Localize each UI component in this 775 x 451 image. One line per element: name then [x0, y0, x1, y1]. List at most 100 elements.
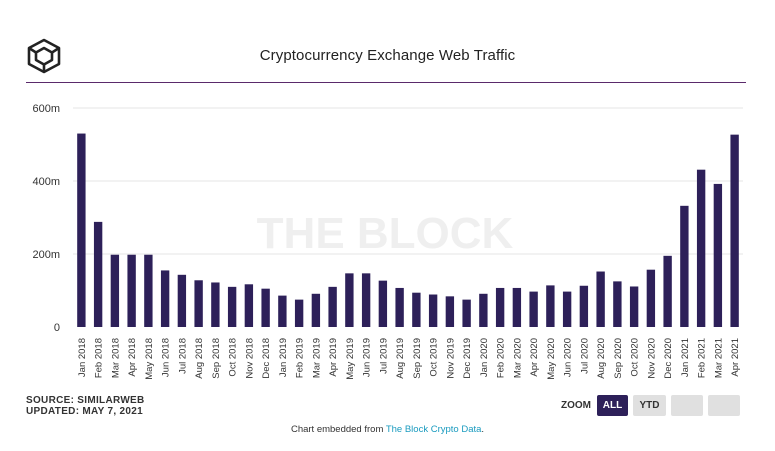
bar-dec-2020[interactable] — [663, 255, 672, 327]
x-tick-label: May 2018 — [144, 338, 155, 380]
bar-aug-2020[interactable] — [596, 271, 605, 327]
bar-may-2020[interactable] — [546, 285, 555, 327]
bar-nov-2019[interactable] — [445, 296, 455, 327]
embed-suffix: . — [481, 424, 485, 435]
bar-apr-2021[interactable] — [730, 134, 739, 327]
x-tick-label: Dec 2018 — [261, 338, 272, 379]
x-tick-label: Jun 2020 — [563, 338, 574, 377]
x-tick-label: Feb 2020 — [496, 338, 507, 378]
bar-chart: THE BLOCK 0 200m 400m 600m Jan 2018 Feb 2018… — [32, 103, 743, 380]
x-tick-label: Feb 2018 — [94, 338, 105, 378]
bar-jul-2018[interactable] — [177, 274, 187, 327]
x-tick-label: Mar 2020 — [512, 338, 523, 378]
x-tick-label: May 2019 — [345, 338, 356, 380]
bar-oct-2019[interactable] — [428, 294, 438, 327]
bar-sep-2018[interactable] — [211, 282, 220, 327]
watermark: THE BLOCK — [257, 209, 514, 258]
x-tick-label: Jul 2018 — [177, 338, 188, 374]
x-tick-label: Jun 2018 — [161, 338, 172, 377]
x-tick-label: Feb 2021 — [697, 338, 708, 378]
x-tick-label: Jul 2020 — [579, 338, 590, 374]
zoom-all-button[interactable]: ALL — [597, 395, 628, 416]
bar-may-2018[interactable] — [144, 254, 153, 327]
x-tick-label: May 2020 — [546, 338, 557, 380]
bar-apr-2018[interactable] — [127, 254, 136, 327]
bar-jan-2018[interactable] — [77, 133, 86, 327]
x-tick-label: Apr 2021 — [730, 338, 741, 377]
bar-mar-2018[interactable] — [110, 254, 120, 327]
bar-nov-2020[interactable] — [646, 269, 656, 327]
title-divider — [26, 82, 746, 83]
bar-mar-2019[interactable] — [311, 293, 321, 327]
zoom-label: ZOOM — [561, 400, 591, 411]
bar-apr-2020[interactable] — [529, 291, 538, 327]
zoom-ytd-button[interactable]: YTD — [633, 395, 666, 416]
bar-nov-2018[interactable] — [244, 284, 254, 327]
x-tick-label: Sep 2020 — [613, 338, 624, 379]
zoom-range-button-1[interactable] — [671, 395, 703, 416]
x-tick-label: Feb 2019 — [295, 338, 306, 378]
x-tick-label: Aug 2018 — [194, 338, 205, 379]
embed-note: Chart embedded from The Block Crypto Dat… — [0, 424, 775, 435]
x-tick-label: Mar 2021 — [713, 338, 724, 378]
bar-jan-2021[interactable] — [680, 205, 689, 327]
bar-feb-2020[interactable] — [495, 287, 505, 327]
bar-feb-2019[interactable] — [294, 299, 304, 327]
bar-feb-2018[interactable] — [93, 221, 103, 327]
bar-dec-2018[interactable] — [261, 288, 270, 327]
bar-jan-2019[interactable] — [278, 295, 287, 327]
x-tick-label: Jan 2018 — [77, 338, 88, 377]
x-tick-label: Mar 2019 — [311, 338, 322, 378]
updated-text: UPDATED: MAY 7, 2021 — [26, 406, 143, 417]
bar-sep-2020[interactable] — [613, 281, 622, 327]
embed-prefix: Chart embedded from — [290, 424, 386, 435]
source-note: SOURCE: SIMILARWEB UPDATED: MAY 7, 2021 — [26, 395, 145, 417]
x-tick-label: Sep 2019 — [412, 338, 423, 379]
x-tick-label: Apr 2020 — [529, 338, 540, 377]
bar-jul-2020[interactable] — [579, 285, 589, 327]
y-tick-label: 0 — [54, 322, 60, 334]
x-tick-label: Oct 2019 — [429, 338, 440, 377]
embed-link[interactable]: The Block Crypto Data — [385, 424, 482, 435]
x-tick-label: Jan 2019 — [278, 338, 289, 377]
bar-mar-2021[interactable] — [713, 183, 723, 327]
zoom-range-button-2[interactable] — [708, 395, 740, 416]
y-tick-label: 200m — [32, 249, 60, 261]
x-tick-label: Sep 2018 — [211, 338, 222, 379]
bar-may-2019[interactable] — [345, 273, 354, 327]
x-tick-label: Nov 2020 — [646, 338, 657, 379]
x-tick-label: Jul 2019 — [378, 338, 389, 374]
bar-jul-2019[interactable] — [378, 280, 388, 327]
x-tick-label: Oct 2020 — [630, 338, 641, 377]
bar-sep-2019[interactable] — [412, 292, 421, 327]
x-tick-label: Nov 2019 — [445, 338, 456, 379]
x-tick-label: Jan 2021 — [680, 338, 691, 377]
x-tick-label: Dec 2019 — [462, 338, 473, 379]
x-tick-label: Jan 2020 — [479, 338, 490, 377]
bar-apr-2019[interactable] — [328, 286, 337, 327]
x-tick-label: Aug 2020 — [596, 338, 607, 379]
bar-oct-2020[interactable] — [629, 286, 639, 327]
x-tick-label: Aug 2019 — [395, 338, 406, 379]
source-text: SOURCE: SIMILARWEB — [26, 395, 145, 406]
y-tick-label: 400m — [32, 176, 60, 188]
bar-feb-2021[interactable] — [696, 169, 706, 327]
bar-mar-2020[interactable] — [512, 287, 522, 327]
x-tick-label: Dec 2020 — [663, 338, 674, 379]
x-tick-label: Apr 2018 — [127, 338, 138, 377]
x-tick-label: Apr 2019 — [328, 338, 339, 377]
bar-aug-2018[interactable] — [194, 280, 203, 327]
bar-jun-2019[interactable] — [361, 273, 371, 327]
bar-aug-2019[interactable] — [395, 287, 404, 327]
the-block-logo-icon — [27, 38, 61, 74]
bar-oct-2018[interactable] — [227, 286, 237, 327]
y-tick-label: 600m — [32, 103, 60, 115]
bar-jun-2020[interactable] — [562, 291, 572, 327]
bar-jan-2020[interactable] — [479, 293, 488, 327]
x-tick-label: Mar 2018 — [110, 338, 121, 378]
x-tick-label: Jun 2019 — [362, 338, 373, 377]
x-tick-label: Oct 2018 — [228, 338, 239, 377]
bar-dec-2019[interactable] — [462, 299, 471, 327]
bar-jun-2018[interactable] — [160, 270, 170, 327]
chart-title: Cryptocurrency Exchange Web Traffic — [259, 47, 516, 64]
